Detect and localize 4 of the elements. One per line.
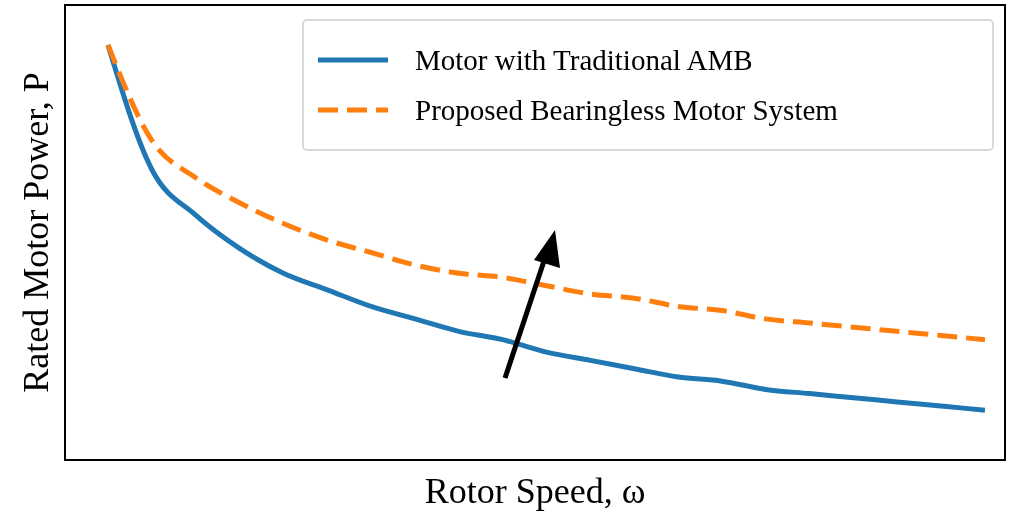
y-axis-title: Rated Motor Power, P [16, 72, 56, 393]
legend-label: Motor with Traditional AMB [415, 44, 753, 76]
legend-label: Proposed Bearingless Motor System [415, 94, 839, 126]
x-axis-title: Rotor Speed, ω [424, 471, 646, 511]
